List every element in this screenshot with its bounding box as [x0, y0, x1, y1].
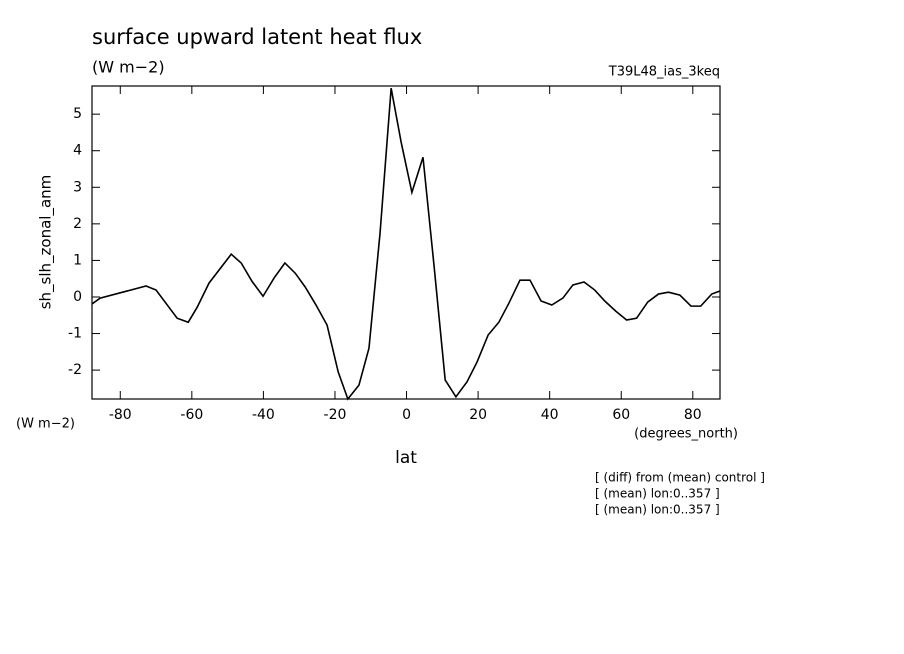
x-tick-label: 20 — [469, 407, 487, 423]
y-tick-label: 5 — [73, 106, 82, 122]
x-tick-label: 0 — [402, 407, 411, 423]
y-tick-label: 3 — [73, 179, 82, 195]
run-label: T39L48_ias_3keq — [608, 65, 720, 80]
y-tick-label: -1 — [68, 326, 82, 342]
y-tick-label: 2 — [73, 216, 82, 232]
x-tick-label: 80 — [684, 407, 702, 423]
x-tick-label: -60 — [180, 407, 203, 423]
y-tick-label: 4 — [73, 143, 82, 159]
note: [ (diff) from (mean) control ] — [595, 471, 765, 485]
chart-title: surface upward latent heat flux — [92, 25, 422, 49]
y-axis-label: sh_slh_zonal_anm — [37, 175, 56, 310]
note: [ (mean) lon:0..357 ] — [595, 503, 720, 517]
y-tick-label: -2 — [68, 362, 82, 378]
x-units-label: (degrees_north) — [634, 427, 738, 442]
note: [ (mean) lon:0..357 ] — [595, 487, 720, 501]
plot-frame — [91, 85, 721, 400]
x-tick-label: -40 — [252, 407, 275, 423]
y-tick-label: 0 — [73, 289, 82, 305]
x-axis-label: lat — [395, 448, 417, 468]
x-tick-label: 40 — [541, 407, 559, 423]
x-tick-label: -80 — [109, 407, 132, 423]
chart-subtitle: (W m−2) — [92, 58, 165, 77]
x-tick-label: 60 — [612, 407, 630, 423]
y-units-label: (W m−2) — [16, 417, 75, 432]
x-tick-label: -20 — [324, 407, 347, 423]
y-tick-label: 1 — [73, 252, 82, 268]
data-line — [91, 88, 720, 401]
